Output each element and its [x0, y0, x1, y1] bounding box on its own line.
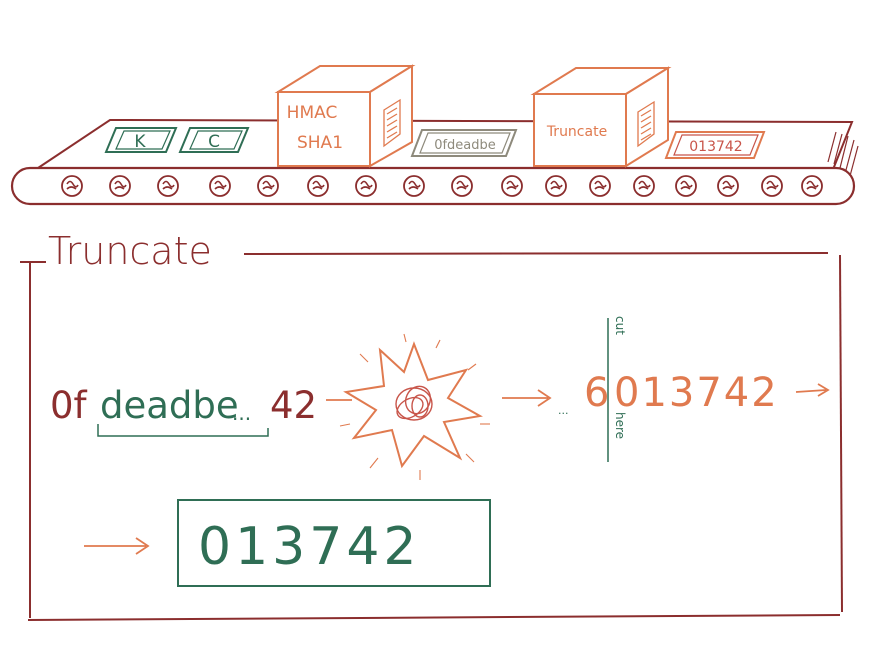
belt-roller-scribble	[360, 180, 373, 190]
belt-roller-scribble	[550, 180, 563, 190]
belt-roller-scribble	[594, 180, 607, 190]
panel-title: Truncate	[48, 229, 212, 273]
belt-roller	[157, 175, 179, 197]
result-token: 013742	[664, 131, 766, 159]
arrow-out-of-truncate	[502, 389, 552, 407]
belt-roller	[355, 175, 377, 197]
hash-suffix: 42	[270, 384, 317, 427]
hash-prefix: 0f	[50, 384, 88, 427]
key-token: K	[104, 127, 178, 153]
belt-roller-scribble	[506, 180, 519, 190]
truncate-box-front	[533, 93, 627, 167]
final-code: 013742	[198, 517, 421, 577]
belt-roller	[589, 175, 611, 197]
belt-roller	[209, 175, 231, 197]
counter-token-label: C	[208, 132, 220, 152]
explosion-burst-lines	[339, 333, 490, 480]
input-dots: ...	[558, 404, 569, 417]
belt-roller-scribble	[162, 180, 175, 190]
truncate-machine: Truncate	[530, 66, 672, 168]
belt-roller-scribble	[312, 180, 325, 190]
belt-roller-scribble	[722, 180, 735, 190]
explosion-star	[339, 333, 490, 480]
belt-roller	[761, 175, 783, 197]
truncate-box-opening	[637, 100, 655, 148]
hmac-label-line2: SHA1	[297, 133, 343, 153]
belt-roller-scribble	[638, 180, 651, 190]
hmac-label-line1: HMAC	[287, 103, 338, 123]
counter-token: C	[178, 127, 250, 153]
belt-roller	[675, 175, 697, 197]
truncate-panel: Truncate 0f deadbe ... 42	[20, 229, 843, 621]
hash-token-label: 0fdeadbe	[434, 138, 496, 153]
belt-rollers	[61, 175, 823, 197]
panel-right-border	[839, 254, 843, 613]
belt-roller-scribble	[66, 180, 79, 190]
belt-roller	[501, 175, 523, 197]
belt-end-hatching	[827, 131, 859, 177]
belt-roller	[717, 175, 739, 197]
panel-top-border	[243, 252, 829, 255]
belt-roller-scribble	[262, 180, 275, 190]
hash-underline-bracket	[97, 424, 269, 437]
belt-roller-scribble	[766, 180, 779, 190]
key-token-label: K	[134, 132, 146, 152]
belt-roller-scribble	[214, 180, 227, 190]
here-label: here	[613, 412, 627, 439]
belt-roller	[801, 175, 823, 197]
final-code-box	[177, 499, 491, 587]
truncate-machine-label: Truncate	[546, 124, 607, 140]
arrow-to-final-code	[84, 537, 150, 555]
belt-roller	[403, 175, 425, 197]
discarded-digit: 6	[584, 370, 609, 416]
hash-middle: deadbe	[100, 384, 239, 427]
explosion-scribble	[395, 385, 433, 421]
belt-roller-scribble	[408, 180, 421, 190]
belt-roller	[109, 175, 131, 197]
belt-roller	[545, 175, 567, 197]
panel-bottom-border	[27, 614, 841, 621]
belt-roller	[61, 175, 83, 197]
hash-token: 0fdeadbe	[410, 129, 518, 157]
hmac-box-front	[277, 91, 371, 167]
belt-roller	[307, 175, 329, 197]
belt-roller-scribble	[456, 180, 469, 190]
kept-digits: 013742	[614, 370, 779, 416]
arrow-after-digits	[795, 383, 830, 397]
belt-roller-scribble	[680, 180, 693, 190]
belt-roller-scribble	[806, 180, 819, 190]
hash-ellipsis: ...	[232, 401, 251, 425]
belt-roller	[257, 175, 279, 197]
belt-roller	[633, 175, 655, 197]
belt-roller	[451, 175, 473, 197]
result-token-label: 013742	[689, 139, 742, 155]
cut-label: cut	[613, 316, 627, 335]
belt-roller-scribble	[114, 180, 127, 190]
hmac-box-opening	[383, 98, 401, 148]
hmac-sha1-machine: HMAC SHA1	[274, 64, 416, 168]
